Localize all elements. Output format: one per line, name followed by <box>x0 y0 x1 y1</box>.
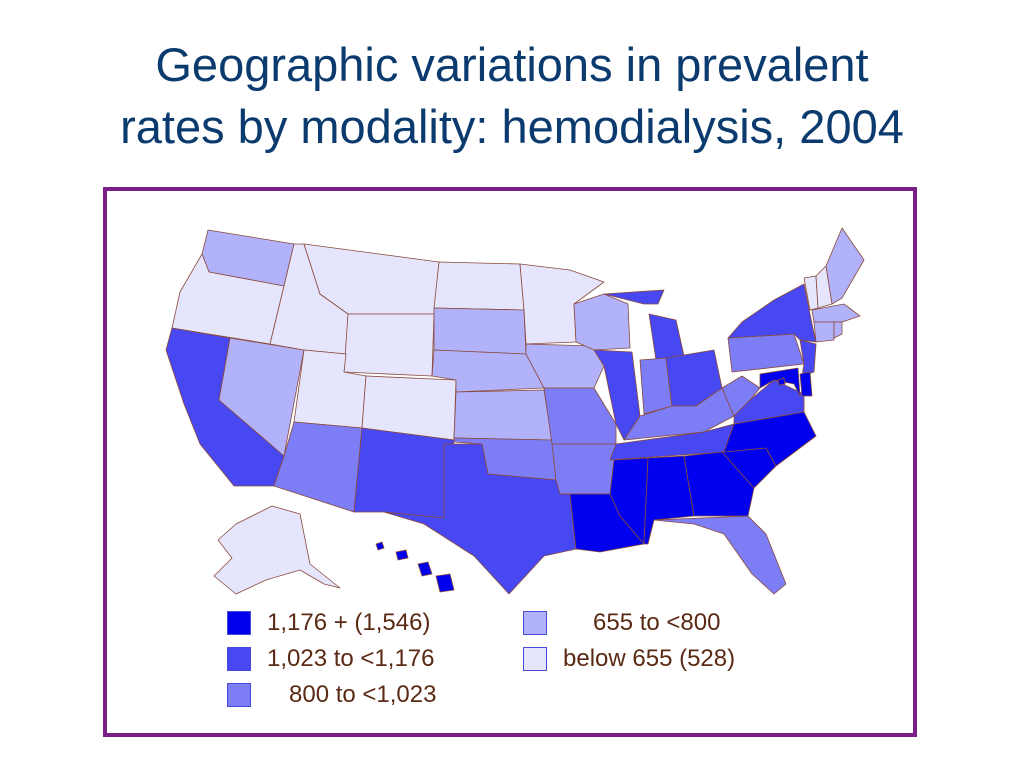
legend-swatch <box>227 683 251 707</box>
legend-item-1023-to-1176: 1,023 to <1,176 <box>227 645 434 673</box>
legend-label: 655 to <800 <box>593 609 721 636</box>
legend-label: 1,023 to <1,176 <box>267 645 435 672</box>
state-DC <box>777 377 786 386</box>
state-WY <box>343 313 435 377</box>
legend-label: below 655 (528) <box>563 645 736 672</box>
state-NY <box>727 283 817 343</box>
slide-title-line-2: rates by modality: hemodialysis, 2004 <box>120 100 904 153</box>
legend-swatch <box>523 611 547 635</box>
state-KS <box>453 389 553 441</box>
state-PA <box>727 333 805 373</box>
state-CT <box>813 321 835 343</box>
slide-title-line-1: Geographic variations in prevalent <box>155 38 869 91</box>
state-HI <box>375 541 455 593</box>
legend-label: 1,176 + (1,546) <box>267 609 431 636</box>
map-legend: 1,176 + (1,546) 1,023 to <1,176 800 to <… <box>227 609 827 719</box>
map-frame: 1,176 + (1,546) 1,023 to <1,176 800 to <… <box>103 187 917 737</box>
legend-swatch <box>523 647 547 671</box>
state-MA <box>811 303 861 323</box>
legend-swatch <box>227 647 251 671</box>
state-NM <box>353 427 455 519</box>
state-SD <box>433 307 527 355</box>
state-DE <box>799 371 813 397</box>
legend-label: 800 to <1,023 <box>289 681 437 708</box>
legend-item-below-655: below 655 (528) <box>523 645 735 673</box>
state-GA <box>683 451 755 517</box>
state-RI <box>833 321 843 339</box>
state-AR <box>551 443 617 495</box>
state-WI <box>573 293 631 351</box>
legend-item-800-to-1023: 800 to <1,023 <box>227 681 436 709</box>
state-TX <box>383 443 577 595</box>
state-ME <box>825 227 865 305</box>
slide-title: Geographic variations in prevalent rates… <box>0 34 1024 158</box>
legend-swatch <box>227 611 251 635</box>
legend-item-1176-plus: 1,176 + (1,546) <box>227 609 430 637</box>
state-ND <box>433 261 525 311</box>
state-MO <box>543 387 617 445</box>
state-AZ <box>273 421 363 513</box>
state-WV <box>721 375 761 417</box>
state-MS <box>609 457 649 545</box>
state-MD <box>759 367 801 397</box>
us-choropleth-map <box>165 227 865 595</box>
state-AK <box>213 505 341 595</box>
legend-item-655-to-800: 655 to <800 <box>523 609 720 637</box>
state-FL <box>653 515 787 595</box>
